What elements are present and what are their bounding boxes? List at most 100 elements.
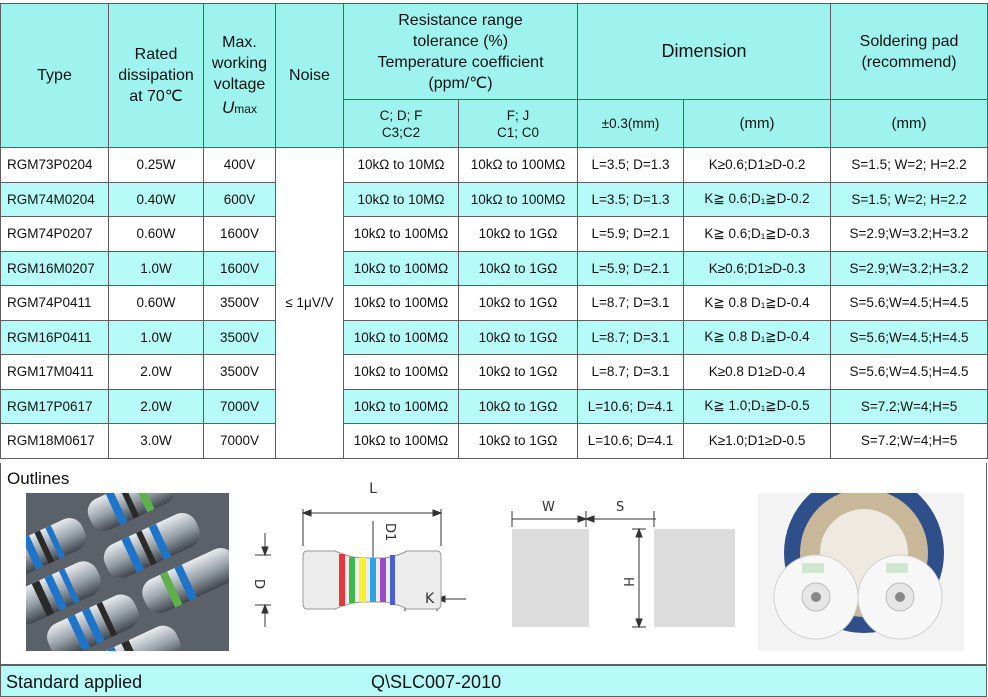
header-soldering-pad: Soldering pad (recommend) [830, 3, 988, 100]
type-cell: RGM17P0617 [0, 388, 109, 424]
power-cell: 2.0W [108, 354, 204, 390]
type-cell: RGM16P0411 [0, 319, 109, 355]
type-cell: RGM73P0204 [0, 147, 109, 183]
resistance-range-1-cell: 10kΩ to 10MΩ [343, 181, 459, 217]
voltage-cell: 1600V [203, 250, 276, 286]
type-cell: RGM18M0617 [0, 423, 109, 459]
table-row: RGM17M0411 2.0W 3500V 10kΩ to 100MΩ 10kΩ to … [0, 354, 988, 390]
header-row-1: Type Rated dissipation at 70℃ Max. working v… [0, 3, 988, 148]
type-cell: RGM17M0411 [0, 354, 109, 390]
power-cell: 3.0W [108, 423, 204, 459]
soldering-pad-cell: S=7.2;W=4;H=5 [830, 423, 988, 459]
type-cell: RGM74P0411 [0, 285, 109, 321]
header-dimension: Dimension [577, 3, 832, 100]
header-res-sub2: F; J C1; C0 [457, 99, 579, 148]
resistance-range-2-cell: 10kΩ to 1GΩ [457, 388, 579, 424]
voltage-cell: 400V [203, 147, 276, 183]
k-d1-cell: K≧ 0.8 D₁≧D-0.4 [683, 285, 832, 321]
resistance-range-2-cell: 10kΩ to 100MΩ [457, 181, 579, 217]
resistance-range-2-cell: 10kΩ to 1GΩ [457, 285, 579, 321]
header-dim-sub2: (mm) [683, 99, 832, 148]
k-d1-cell: K≥0.6;D1≥D-0.3 [683, 250, 832, 286]
power-cell: 1.0W [108, 250, 204, 286]
label-D: D [251, 579, 266, 589]
standard-label: Standard applied [6, 672, 143, 692]
label-L: L [369, 481, 377, 497]
header-row-2: C; D; F C3;C2 F; J C1; C0 ±0.3(mm) (mm) (m… [1, 99, 988, 148]
spec-table: Type Rated dissipation at 70℃ Max. working v… [0, 3, 988, 459]
power-cell: 0.60W [108, 285, 204, 321]
dimension-cell: L=3.5; D=1.3 [577, 147, 685, 183]
power-cell: 0.60W [108, 216, 204, 252]
table-row: RGM16M0207 1.0W 1600V 10kΩ to 100MΩ 10kΩ to … [0, 250, 988, 286]
table-row: RGM18M0617 3.0W 7000V 10kΩ to 100MΩ 10kΩ to … [0, 423, 988, 459]
type-cell: RGM74P0207 [0, 216, 109, 252]
table-row: RGM74P0207 0.60W 1600V 10kΩ to 100MΩ 10kΩ to… [0, 216, 988, 252]
table-row: RGM17P0617 2.0W 7000V 10kΩ to 100MΩ 10kΩ to … [0, 388, 988, 424]
label-K: K [425, 591, 435, 607]
soldering-pad-diagram: W S H [511, 500, 735, 629]
resistor-photo [26, 493, 229, 651]
k-d1-cell: K≧ 0.6;D₁≧D-0.3 [683, 216, 832, 252]
voltage-cell: 7000V [203, 388, 276, 424]
table-row: RGM16P0411 1.0W 3500V 10kΩ to 100MΩ 10kΩ to … [0, 319, 988, 355]
resistance-range-1-cell: 10kΩ to 100MΩ [343, 250, 459, 286]
dimension-cell: L=8.7; D=3.1 [577, 319, 685, 355]
outlines-title: Outlines [7, 469, 70, 488]
k-d1-cell: K≧ 0.6;D₁≧D-0.2 [683, 181, 832, 217]
voltage-cell: 3500V [203, 285, 276, 321]
dimension-cell: L=8.7; D=3.1 [577, 354, 685, 390]
resistance-range-2-cell: 10kΩ to 100MΩ [457, 147, 579, 183]
dimension-cell: L=5.9; D=2.1 [577, 250, 685, 286]
type-cell: RGM74M0204 [0, 181, 109, 217]
k-d1-cell: K≥0.6;D1≥D-0.2 [683, 147, 832, 183]
resistance-range-1-cell: 10kΩ to 100MΩ [343, 285, 459, 321]
header-dim-sub1: ±0.3(mm) [577, 99, 685, 148]
soldering-pad-cell: S=5.6;W=4.5;H=4.5 [830, 354, 988, 390]
header-max-voltage: Max. working voltage Umax [203, 3, 276, 148]
k-d1-cell: K≧ 0.8 D₁≧D-0.4 [683, 319, 832, 355]
voltage-cell: 1600V [203, 216, 276, 252]
soldering-pad-cell: S=1.5; W=2; H=2.2 [830, 181, 988, 217]
power-cell: 0.25W [108, 147, 204, 183]
resistance-range-1-cell: 10kΩ to 100MΩ [343, 388, 459, 424]
label-D1: D1 [382, 523, 397, 541]
voltage-cell: 7000V [203, 423, 276, 459]
resistance-range-1-cell: 10kΩ to 100MΩ [343, 319, 459, 355]
resistance-range-2-cell: 10kΩ to 1GΩ [457, 423, 579, 459]
soldering-pad-cell: S=2.9;W=3.2;H=3.2 [830, 216, 988, 252]
label-S: S [616, 500, 624, 515]
power-cell: 1.0W [108, 319, 204, 355]
resistor-dimension-diagram: L D1 D K [251, 481, 466, 627]
resistance-range-2-cell: 10kΩ to 1GΩ [457, 250, 579, 286]
resistance-range-1-cell: 10kΩ to 100MΩ [343, 423, 459, 459]
header-type: Type [0, 3, 109, 148]
dimension-cell: L=10.6; D=4.1 [577, 423, 685, 459]
table-row: RGM73P0204 0.25W 400V ≤ 1μV/V 10kΩ to 10MΩ 10… [0, 147, 988, 459]
power-cell: 0.40W [108, 181, 204, 217]
noise-cell: ≤ 1μV/V [275, 147, 344, 459]
resistance-range-2-cell: 10kΩ to 1GΩ [457, 354, 579, 390]
dimension-cell: L=5.9; D=2.1 [577, 216, 685, 252]
k-d1-cell: K≥1.0;D1≥D-0.5 [683, 423, 832, 459]
standard-value: Q\SLC007-2010 [371, 672, 502, 692]
outlines-section: Outlines [0, 463, 987, 665]
type-cell: RGM16M0207 [0, 250, 109, 286]
voltage-cell: 3500V [203, 354, 276, 390]
soldering-pad-cell: S=2.9;W=3.2;H=3.2 [830, 250, 988, 286]
soldering-pad-cell: S=5.6;W=4.5;H=4.5 [830, 319, 988, 355]
k-d1-cell: K≧ 1.0;D₁≧D-0.5 [683, 388, 832, 424]
label-H: H [620, 577, 635, 587]
standard-applied-row: Standard applied Q\SLC007-2010 [0, 665, 987, 697]
header-res-sub1: C; D; F C3;C2 [343, 99, 459, 148]
resistance-range-2-cell: 10kΩ to 1GΩ [457, 319, 579, 355]
power-cell: 2.0W [108, 388, 204, 424]
resistance-range-1-cell: 10kΩ to 100MΩ [343, 216, 459, 252]
label-W: W [542, 500, 555, 515]
tape-reel-photo [758, 493, 964, 651]
dimension-cell: L=3.5; D=1.3 [577, 181, 685, 217]
soldering-pad-cell: S=5.6;W=4.5;H=4.5 [830, 285, 988, 321]
table-row: RGM74P0411 0.60W 3500V 10kΩ to 100MΩ 10kΩ to… [0, 285, 988, 321]
soldering-pad-cell: S=7.2;W=4;H=5 [830, 388, 988, 424]
